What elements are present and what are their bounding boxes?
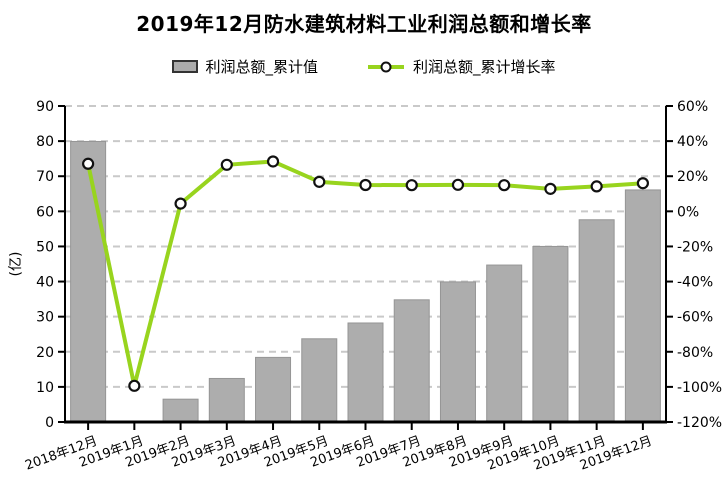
right-axis-tick-label: -40%: [677, 275, 713, 291]
bar-2019年3月: [208, 377, 245, 422]
legend-item-line-series: 利润总额_累计增长率: [366, 56, 556, 77]
data-point-marker-2018年12月: [82, 157, 95, 170]
left-axis-tick-label: 50: [36, 239, 54, 255]
left-axis-tick-label: 20: [36, 345, 54, 361]
right-axis-tick-label: 0%: [677, 204, 699, 220]
data-point-marker-2019年11月: [590, 180, 603, 193]
data-point-marker-2019年2月: [174, 197, 187, 210]
bar-2019年10月: [532, 245, 569, 422]
legend-bar-label: 利润总额_累计值: [205, 58, 318, 76]
data-point-marker-2019年4月: [266, 155, 280, 168]
data-point-marker-2019年7月: [405, 179, 418, 192]
bar-2019年2月: [162, 398, 199, 422]
left-axis-tick-label: 60: [36, 204, 54, 220]
bar-series-swatch-icon: [172, 60, 199, 73]
right-axis-tick-label: -100%: [677, 380, 722, 396]
data-point-marker-2019年12月: [636, 177, 649, 190]
legend-line-label: 利润总额_累计增长率: [413, 58, 556, 76]
bar-2019年11月: [578, 219, 615, 422]
data-point-marker-2019年8月: [451, 178, 465, 191]
bar-2019年8月: [439, 281, 476, 422]
bar-2019年5月: [301, 338, 338, 422]
legend-item-bar-series: 利润总额_累计值: [172, 56, 318, 77]
data-point-marker-2019年1月: [128, 379, 141, 392]
chart-title: 2019年12月防水建筑材料工业利润总额和增长率: [136, 12, 592, 36]
data-point-marker-2019年9月: [498, 179, 511, 192]
left-axis-unit-label: (亿): [8, 252, 24, 277]
right-axis-tick-label: 60%: [677, 99, 708, 115]
right-axis-tick-label: -60%: [677, 310, 713, 326]
right-axis-tick-label: -20%: [677, 239, 713, 255]
left-axis-tick-label: 40: [36, 275, 54, 291]
left-axis-tick-label: 90: [36, 99, 54, 115]
bar-2018年12月: [70, 140, 107, 422]
data-point-marker-2019年5月: [313, 175, 326, 188]
line-series-marker-icon: [368, 61, 404, 72]
left-axis-tick-label: 30: [36, 310, 54, 326]
legend: 利润总额_累计值 利润总额_累计增长率: [0, 56, 728, 77]
data-point-marker-2019年10月: [544, 182, 557, 195]
data-point-marker-2019年6月: [359, 178, 372, 192]
right-axis-tick-label: -120%: [677, 415, 722, 431]
left-axis-tick-label: 0: [45, 415, 54, 431]
left-axis-tick-label: 10: [36, 380, 54, 396]
bar-2019年12月: [624, 189, 661, 422]
right-axis-tick-label: 40%: [677, 134, 708, 150]
bar-2019年4月: [255, 356, 292, 422]
bar-2019年9月: [486, 264, 523, 422]
right-axis-tick-label: -80%: [677, 345, 713, 361]
bar-2019年6月: [347, 322, 384, 422]
left-axis-tick-label: 80: [36, 134, 54, 150]
right-axis-tick-label: 20%: [677, 169, 708, 185]
data-point-marker-2019年3月: [220, 158, 233, 171]
bar-2019年7月: [393, 299, 430, 422]
left-axis-tick-label: 70: [36, 169, 54, 185]
